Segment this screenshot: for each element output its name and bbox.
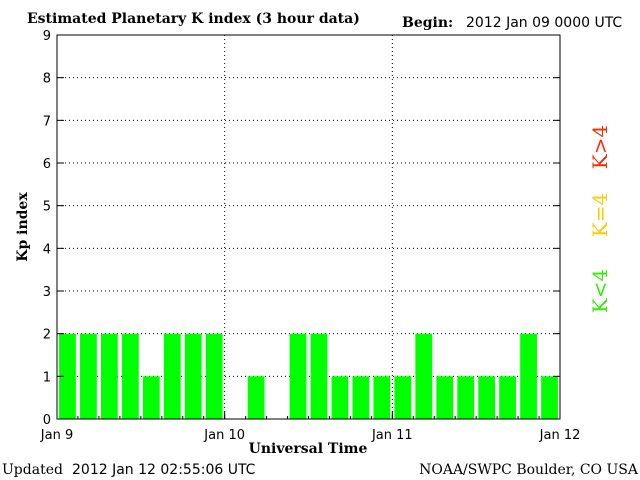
legend: K>4 K=4 K<4 [588, 125, 612, 313]
begin-label: Begin: [402, 15, 453, 31]
kp-bar [80, 333, 97, 419]
kp-bar [310, 333, 328, 419]
kp-bar [541, 376, 558, 419]
y-tick-label: 2 [43, 328, 51, 343]
kp-bar [499, 376, 516, 419]
kp-bar [59, 333, 76, 419]
x-axis-label: Universal Time [249, 441, 368, 457]
y-tick-label: 6 [43, 157, 51, 172]
plot-frame [56, 34, 561, 420]
kp-bar [184, 333, 202, 419]
kp-bar [457, 376, 475, 419]
x-tick-label: Jan 9 [40, 428, 73, 443]
grid-lines [57, 35, 560, 419]
updated-label: Updated [2, 462, 63, 478]
kp-bar [352, 376, 370, 419]
kp-bar [205, 333, 223, 419]
y-tick-label: 1 [43, 370, 51, 385]
y-tick-label: 0 [43, 413, 51, 428]
kp-bar [289, 333, 307, 419]
chart-title: Estimated Planetary K index (3 hour data… [27, 11, 360, 27]
y-tick-label: 5 [43, 200, 51, 215]
kp-bar [436, 376, 454, 419]
kp-bar [163, 333, 181, 419]
x-tick-label: Jan 11 [371, 428, 413, 443]
kp-bar [142, 376, 160, 419]
kp-bar [247, 376, 265, 419]
x-tick-label: Jan 10 [203, 428, 245, 443]
kp-bar [415, 333, 433, 419]
x-axis-ticks: Jan 9 Jan 10 Jan 11 Jan 12 [40, 412, 581, 443]
kp-bar [121, 333, 139, 419]
kp-bar [478, 376, 496, 419]
source-credit: NOAA/SWPC Boulder, CO USA [419, 462, 639, 478]
y-tick-label: 4 [43, 242, 51, 257]
kp-bar [331, 376, 349, 419]
y-axis-label: Kp index [15, 192, 31, 262]
plot-background [57, 35, 560, 419]
legend-item-k-less-4: K<4 [588, 269, 612, 313]
begin-value: 2012 Jan 09 0000 UTC [466, 15, 622, 31]
y-tick-label: 3 [43, 285, 51, 300]
y-tick-label: 7 [43, 114, 51, 129]
x-tick-label: Jan 12 [539, 428, 581, 443]
y-tick-label: 9 [43, 29, 51, 44]
legend-item-k-equal-4: K=4 [588, 193, 612, 237]
updated-value: 2012 Jan 12 02:55:06 UTC [72, 462, 256, 478]
bar-series [59, 333, 558, 419]
kp-bar [101, 333, 118, 419]
kp-bar [373, 376, 391, 419]
y-tick-label: 8 [43, 72, 51, 87]
kp-bar [394, 376, 412, 419]
legend-item-k-greater-4: K>4 [588, 125, 612, 169]
y-axis-ticks: 0 1 2 3 4 5 6 7 8 9 [43, 29, 560, 428]
kp-bar [520, 333, 537, 419]
